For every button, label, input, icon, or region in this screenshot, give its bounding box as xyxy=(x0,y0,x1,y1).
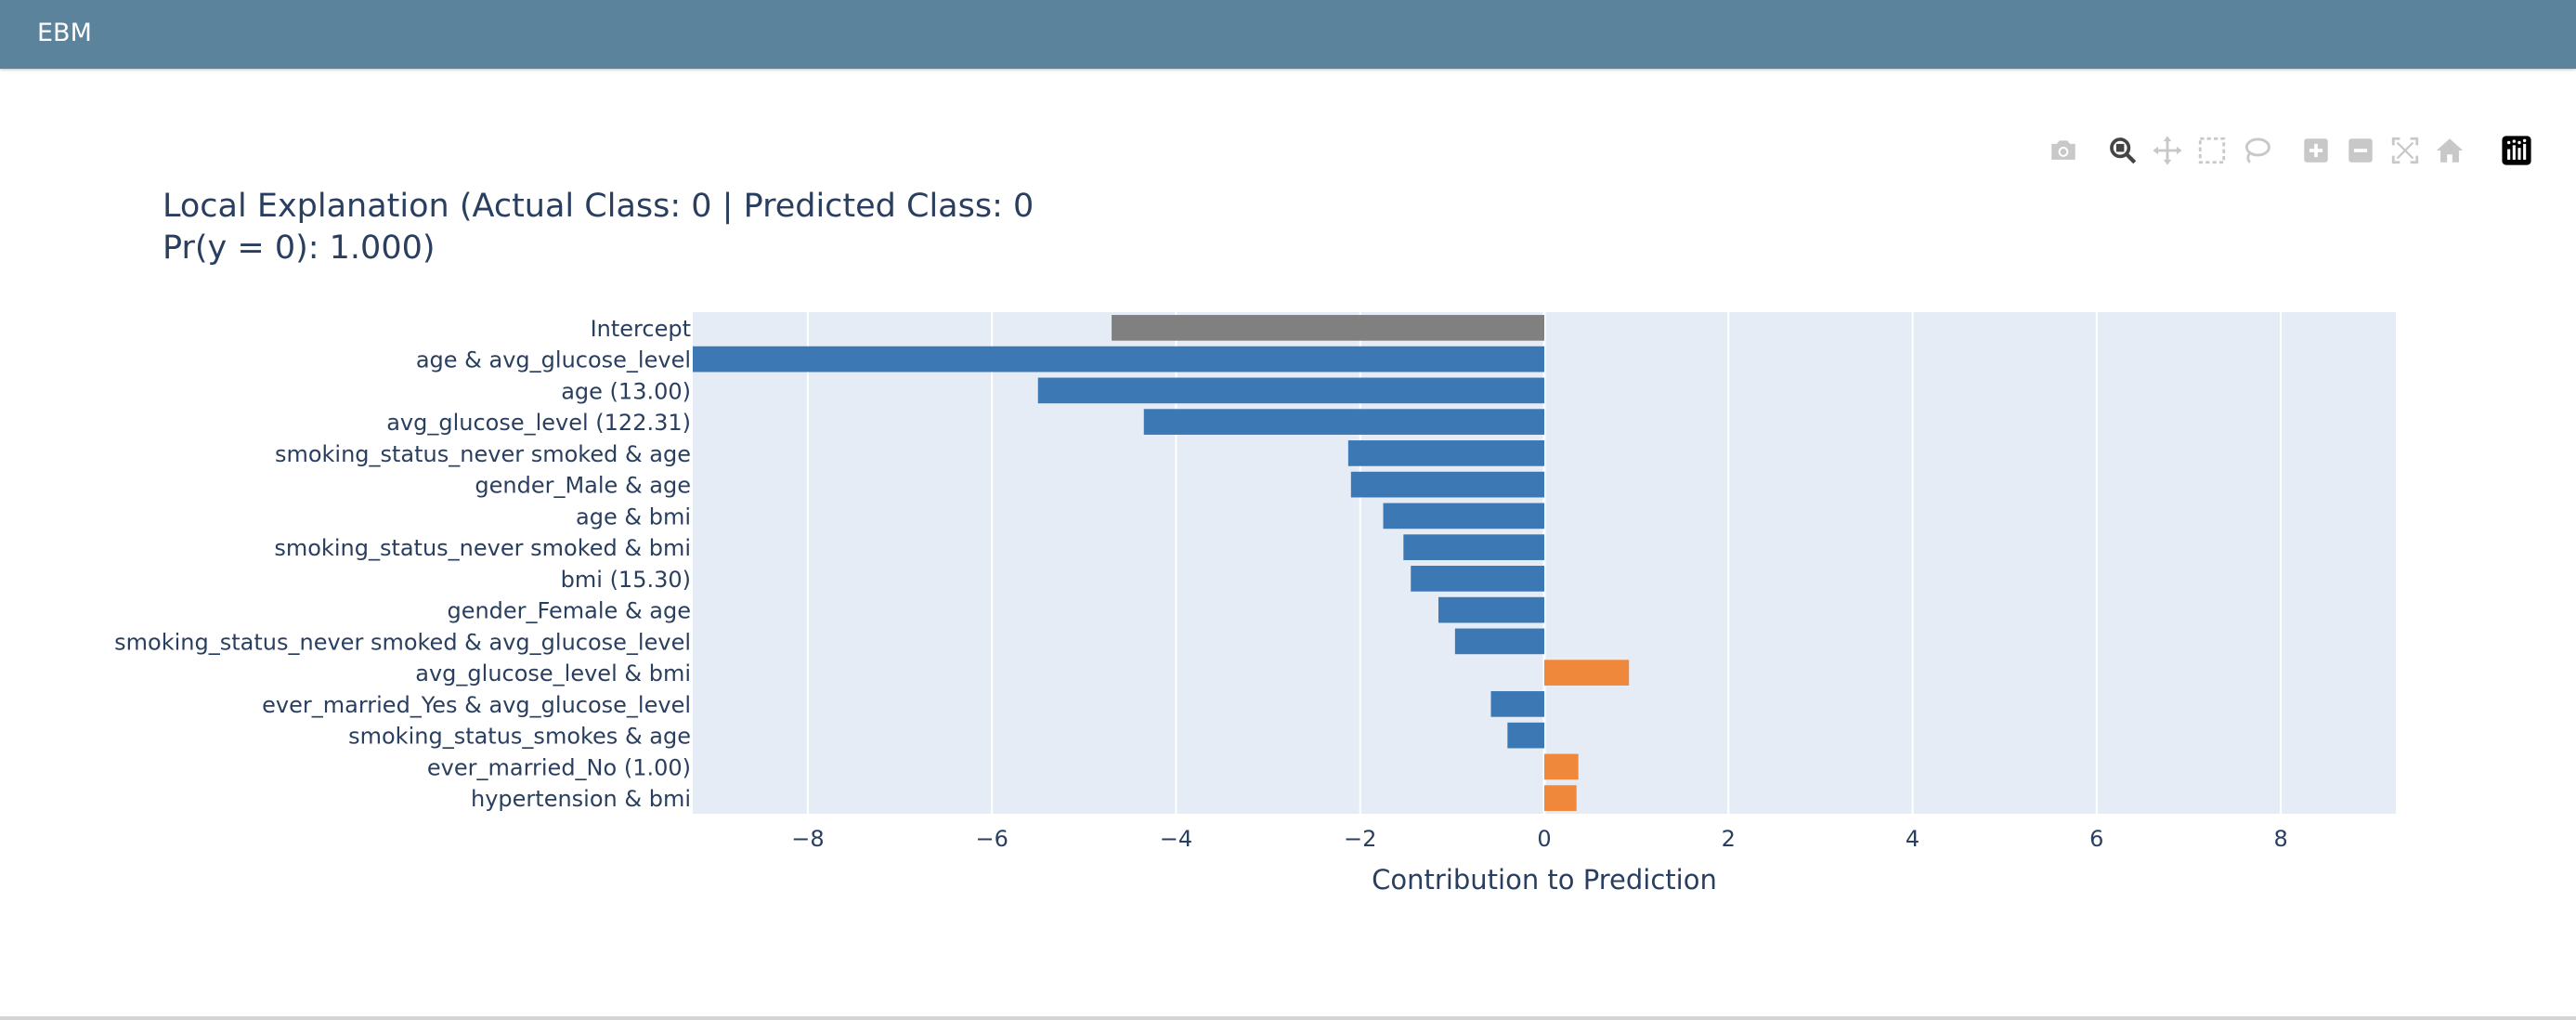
bars xyxy=(693,315,1630,811)
reset-axes-button[interactable] xyxy=(2429,130,2470,171)
x-tick-label: 4 xyxy=(1906,826,1919,852)
y-tick-label-avg-glucose-level-122-31: avg_glucose_level (122.31) xyxy=(386,410,691,436)
y-tick-label-intercept: Intercept xyxy=(591,316,691,342)
app-header: EBM xyxy=(0,0,2576,69)
box-select-button[interactable] xyxy=(2192,130,2232,171)
zoom-icon xyxy=(2110,137,2137,164)
camera-icon xyxy=(2051,140,2075,160)
autoscale-button[interactable] xyxy=(2385,130,2426,171)
chart-title-line-2: Pr(y = 0): 1.000) xyxy=(163,229,436,267)
y-tick-label-ever-married-yes-avg-glucose-level: ever_married_Yes & avg_glucose_level xyxy=(262,692,691,718)
bar-avg-glucose-level-bmi[interactable] xyxy=(1544,660,1630,686)
x-tick-label: 6 xyxy=(2089,826,2103,852)
chart-title: Local Explanation (Actual Class: 0 | Pre… xyxy=(163,186,1034,269)
y-tick-label-hypertension-bmi: hypertension & bmi xyxy=(471,786,691,812)
bar-ever-married-yes-avg-glucose-level[interactable] xyxy=(1490,691,1544,717)
pan-button[interactable] xyxy=(2147,130,2188,171)
bar-intercept[interactable] xyxy=(1112,315,1544,341)
box-select-icon xyxy=(2198,137,2226,164)
plot-modebar xyxy=(2043,130,2544,171)
x-tick-label: 0 xyxy=(1537,826,1551,852)
reset-axes-icon xyxy=(2436,138,2464,163)
x-tick-label: 2 xyxy=(1722,826,1736,852)
x-tick-label: −4 xyxy=(1160,826,1192,852)
page-bottom-border xyxy=(0,1016,2576,1020)
x-tick-label: −6 xyxy=(975,826,1008,852)
bar-gender-male-age[interactable] xyxy=(1350,471,1544,498)
zoom-in-button[interactable] xyxy=(2296,130,2336,171)
y-tick-label-avg-glucose-level-bmi: avg_glucose_level & bmi xyxy=(415,660,691,687)
y-tick-label-age-bmi: age & bmi xyxy=(576,503,691,530)
bar-hypertension-bmi[interactable] xyxy=(1544,785,1577,811)
x-axis-title: Contribution to Prediction xyxy=(1372,864,1717,896)
y-tick-label-age-13-00: age (13.00) xyxy=(561,378,691,404)
app-title: EBM xyxy=(37,19,92,47)
y-tick-label-smoking-status-never-smoked-bmi: smoking_status_never smoked & bmi xyxy=(274,535,691,561)
bar-ever-married-no-1-00[interactable] xyxy=(1544,753,1579,780)
y-tick-label-smoking-status-smokes-age: smoking_status_smokes & age xyxy=(348,724,691,750)
y-tick-label-bmi-15-30: bmi (15.30) xyxy=(561,567,691,593)
y-tick-label-age-avg-glucose-level: age & avg_glucose_level xyxy=(416,347,691,373)
zoom-button[interactable] xyxy=(2102,130,2143,171)
y-tick-label-smoking-status-never-smoked-age: smoking_status_never smoked & age xyxy=(275,441,691,467)
zoom-out-button[interactable] xyxy=(2340,130,2381,171)
zoom-in-icon xyxy=(2304,138,2328,163)
bar-smoking-status-never-smoked-avg-glucose-level[interactable] xyxy=(1454,628,1544,655)
bar-avg-glucose-level-122-31[interactable] xyxy=(1143,409,1544,435)
plotly-logo-button[interactable] xyxy=(2496,130,2537,171)
bar-gender-female-age[interactable] xyxy=(1438,596,1544,623)
bar-smoking-status-smokes-age[interactable] xyxy=(1507,722,1544,749)
chart-title-line-1: Local Explanation (Actual Class: 0 | Pre… xyxy=(163,188,1034,225)
y-tick-label-gender-male-age: gender_Male & age xyxy=(475,473,691,499)
pan-icon xyxy=(2153,136,2182,165)
plotly-logo-icon xyxy=(2502,136,2531,165)
bar-smoking-status-never-smoked-bmi[interactable] xyxy=(1403,534,1544,560)
bar-smoking-status-never-smoked-age[interactable] xyxy=(1347,440,1544,466)
bar-age-bmi[interactable] xyxy=(1383,503,1544,530)
lasso-select-icon xyxy=(2244,137,2270,163)
x-tick-label: 8 xyxy=(2273,826,2287,852)
bar-age-avg-glucose-level[interactable] xyxy=(693,346,1544,373)
autoscale-icon xyxy=(2391,137,2419,164)
bar-age-13-00[interactable] xyxy=(1037,377,1544,404)
x-tick-label: −2 xyxy=(1344,826,1376,852)
y-tick-label-ever-married-no-1-00: ever_married_No (1.00) xyxy=(427,754,691,780)
download-plot-button[interactable] xyxy=(2043,130,2084,171)
y-tick-label-gender-female-age: gender_Female & age xyxy=(447,598,691,624)
bar-bmi-15-30[interactable] xyxy=(1411,566,1544,592)
x-axis-ticks: −8 −6 −4 −2 0 2 4 6 8 xyxy=(791,826,2287,852)
zoom-out-icon xyxy=(2348,138,2373,163)
x-tick-label: −8 xyxy=(791,826,824,852)
y-tick-label-smoking-status-never-smoked-avg-glucose-level: smoking_status_never smoked & avg_glucos… xyxy=(114,629,691,655)
lasso-select-button[interactable] xyxy=(2236,130,2277,171)
